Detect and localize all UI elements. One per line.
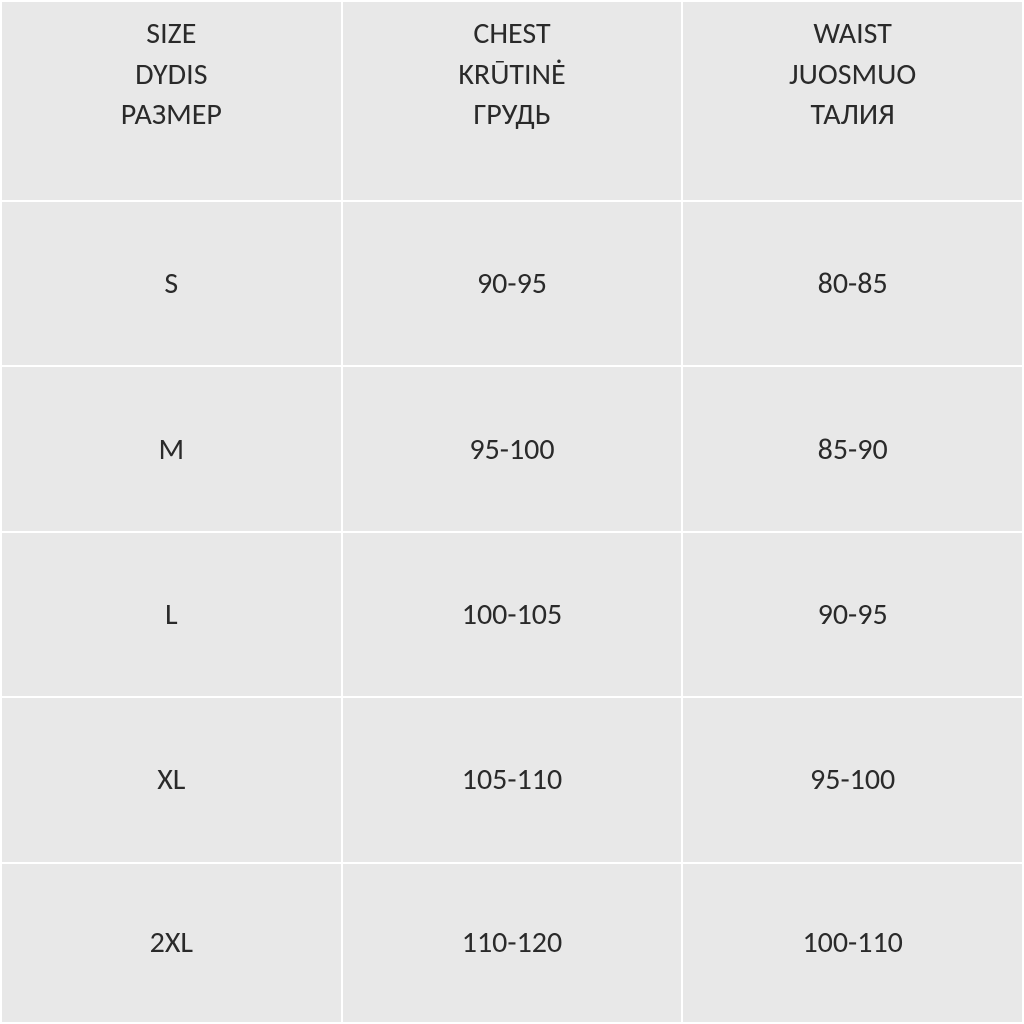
cell-waist: 95-100 [682, 697, 1023, 862]
cell-waist: 100-110 [682, 863, 1023, 1023]
cell-size: 2XL [1, 863, 342, 1023]
cell-size: M [1, 366, 342, 531]
table-header-row: SIZE DYDIS РАЗМЕР CHEST KRŪTINĖ ГРУДЬ WA… [1, 1, 1023, 201]
table-row: 2XL 110-120 100-110 [1, 863, 1023, 1023]
header-chest-ru: ГРУДЬ [343, 95, 682, 136]
header-chest-en: CHEST [343, 14, 682, 55]
header-waist-ru: ТАЛИЯ [683, 95, 1022, 136]
table-row: XL 105-110 95-100 [1, 697, 1023, 862]
cell-size: S [1, 201, 342, 366]
size-chart-table: SIZE DYDIS РАЗМЕР CHEST KRŪTINĖ ГРУДЬ WA… [0, 0, 1024, 1024]
cell-waist: 80-85 [682, 201, 1023, 366]
table-row: M 95-100 85-90 [1, 366, 1023, 531]
header-chest-lt: KRŪTINĖ [343, 55, 682, 96]
header-waist-lt: JUOSMUO [683, 55, 1022, 96]
header-size-ru: РАЗМЕР [2, 95, 341, 136]
header-size: SIZE DYDIS РАЗМЕР [1, 1, 342, 201]
cell-chest: 90-95 [342, 201, 683, 366]
cell-size: XL [1, 697, 342, 862]
header-waist-en: WAIST [683, 14, 1022, 55]
cell-waist: 85-90 [682, 366, 1023, 531]
header-size-lt: DYDIS [2, 55, 341, 96]
cell-size: L [1, 532, 342, 697]
cell-chest: 100-105 [342, 532, 683, 697]
header-size-en: SIZE [2, 14, 341, 55]
header-waist: WAIST JUOSMUO ТАЛИЯ [682, 1, 1023, 201]
cell-chest: 110-120 [342, 863, 683, 1023]
table-row: L 100-105 90-95 [1, 532, 1023, 697]
cell-waist: 90-95 [682, 532, 1023, 697]
cell-chest: 105-110 [342, 697, 683, 862]
cell-chest: 95-100 [342, 366, 683, 531]
table-row: S 90-95 80-85 [1, 201, 1023, 366]
header-chest: CHEST KRŪTINĖ ГРУДЬ [342, 1, 683, 201]
